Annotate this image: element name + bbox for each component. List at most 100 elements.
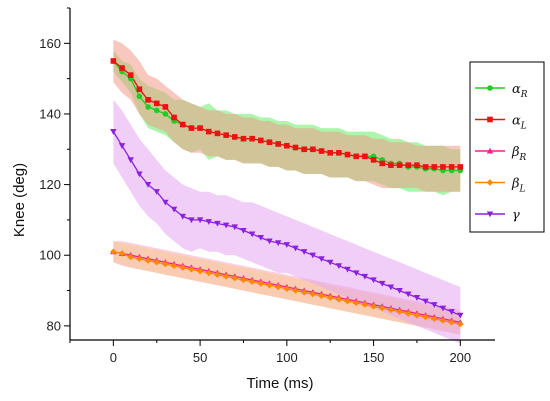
point-beta-l — [248, 278, 256, 285]
point-beta-l — [396, 308, 403, 315]
legend: αR αL βR βL γ — [469, 61, 545, 233]
legend-marker-beta-l — [486, 179, 494, 186]
point-gamma — [205, 219, 212, 225]
point-alpha-l — [388, 162, 394, 168]
point-beta-l — [274, 283, 282, 291]
point-beta-l — [422, 313, 429, 321]
point-beta-l — [344, 297, 351, 305]
y-tick-label: 160 — [39, 36, 61, 51]
point-gamma — [405, 291, 412, 298]
legend-label-gamma: γ — [512, 208, 520, 223]
point-beta-l — [300, 289, 308, 296]
point-beta-l — [379, 305, 386, 312]
point-beta-l — [292, 287, 299, 294]
point-beta-l — [405, 310, 412, 317]
point-alpha-l — [162, 104, 169, 110]
point-alpha-l — [240, 135, 247, 142]
point-beta-l — [214, 271, 221, 278]
x-tick-label: 0 — [110, 350, 117, 365]
point-alpha-r — [136, 93, 143, 100]
point-gamma — [222, 222, 230, 229]
point-beta-l — [413, 312, 421, 319]
point-alpha-l — [145, 97, 151, 103]
point-beta-l — [231, 274, 238, 282]
y-tick-label: 120 — [39, 177, 61, 192]
point-alpha-l — [214, 130, 221, 137]
point-gamma — [118, 143, 126, 149]
point-beta-l — [283, 285, 291, 292]
point-gamma — [153, 189, 160, 195]
legend-label-alpha-l: αL — [512, 114, 527, 132]
y-tick-label: 100 — [39, 248, 61, 263]
point-gamma — [457, 312, 464, 319]
point-beta-l — [431, 315, 438, 323]
point-gamma — [439, 305, 447, 312]
point-beta-l — [162, 260, 169, 268]
point-gamma — [335, 263, 343, 270]
point-gamma — [396, 287, 403, 294]
point-gamma — [274, 240, 282, 247]
point-alpha-l — [396, 162, 403, 168]
point-alpha-r — [153, 107, 160, 114]
point-alpha-l — [336, 150, 342, 156]
point-gamma — [266, 238, 273, 245]
legend-marker-beta-r — [486, 147, 494, 154]
point-alpha-l — [171, 114, 177, 121]
point-alpha-l — [370, 157, 377, 163]
legend-label-alpha-r: αR — [512, 82, 528, 100]
point-gamma — [170, 206, 178, 213]
series-markers — [110, 58, 464, 328]
point-gamma — [110, 129, 117, 135]
point-gamma — [422, 298, 429, 305]
point-gamma — [387, 284, 395, 291]
point-alpha-l — [310, 146, 316, 153]
point-beta-l — [257, 280, 265, 287]
point-beta-l — [240, 276, 247, 284]
point-alpha-r — [145, 104, 151, 110]
point-beta-l — [153, 259, 160, 266]
legend-marker-alpha-r — [487, 85, 493, 91]
point-gamma — [240, 227, 247, 234]
point-beta-l — [196, 267, 204, 275]
point-beta-l — [205, 269, 212, 277]
point-gamma — [248, 231, 256, 238]
point-gamma — [353, 270, 360, 277]
point-alpha-l — [197, 125, 203, 131]
point-beta-l — [361, 301, 369, 308]
legend-box — [469, 61, 545, 233]
point-beta-l — [387, 306, 395, 314]
legend-marker-gamma — [486, 211, 494, 218]
point-gamma — [179, 213, 186, 220]
point-alpha-l — [153, 100, 160, 107]
point-alpha-l — [292, 144, 299, 151]
point-alpha-l — [414, 162, 420, 168]
point-gamma — [344, 266, 351, 273]
point-beta-l — [179, 264, 186, 271]
x-tick-label: 200 — [449, 350, 471, 365]
point-gamma — [257, 235, 265, 241]
point-alpha-l — [110, 58, 117, 64]
point-gamma — [370, 277, 377, 284]
point-gamma — [309, 252, 317, 259]
point-alpha-l — [344, 151, 351, 158]
y-axis-title: Knee (deg) — [11, 163, 28, 237]
point-alpha-l — [327, 150, 334, 156]
point-alpha-l — [318, 148, 325, 154]
point-gamma — [196, 217, 204, 224]
point-gamma — [283, 242, 291, 248]
point-alpha-l — [231, 134, 238, 140]
point-gamma — [448, 309, 455, 315]
point-beta-l — [144, 257, 152, 264]
point-gamma — [379, 280, 386, 287]
point-gamma — [292, 245, 299, 252]
legend-marker-alpha-l — [487, 116, 493, 123]
point-alpha-l — [457, 164, 464, 170]
point-alpha-l — [353, 153, 360, 160]
point-gamma — [136, 171, 143, 178]
point-alpha-l — [266, 139, 273, 146]
point-beta-l — [188, 266, 195, 273]
point-beta-l — [327, 294, 334, 301]
point-beta-l — [457, 320, 464, 328]
point-beta-l — [136, 255, 143, 262]
point-alpha-l — [422, 164, 429, 170]
